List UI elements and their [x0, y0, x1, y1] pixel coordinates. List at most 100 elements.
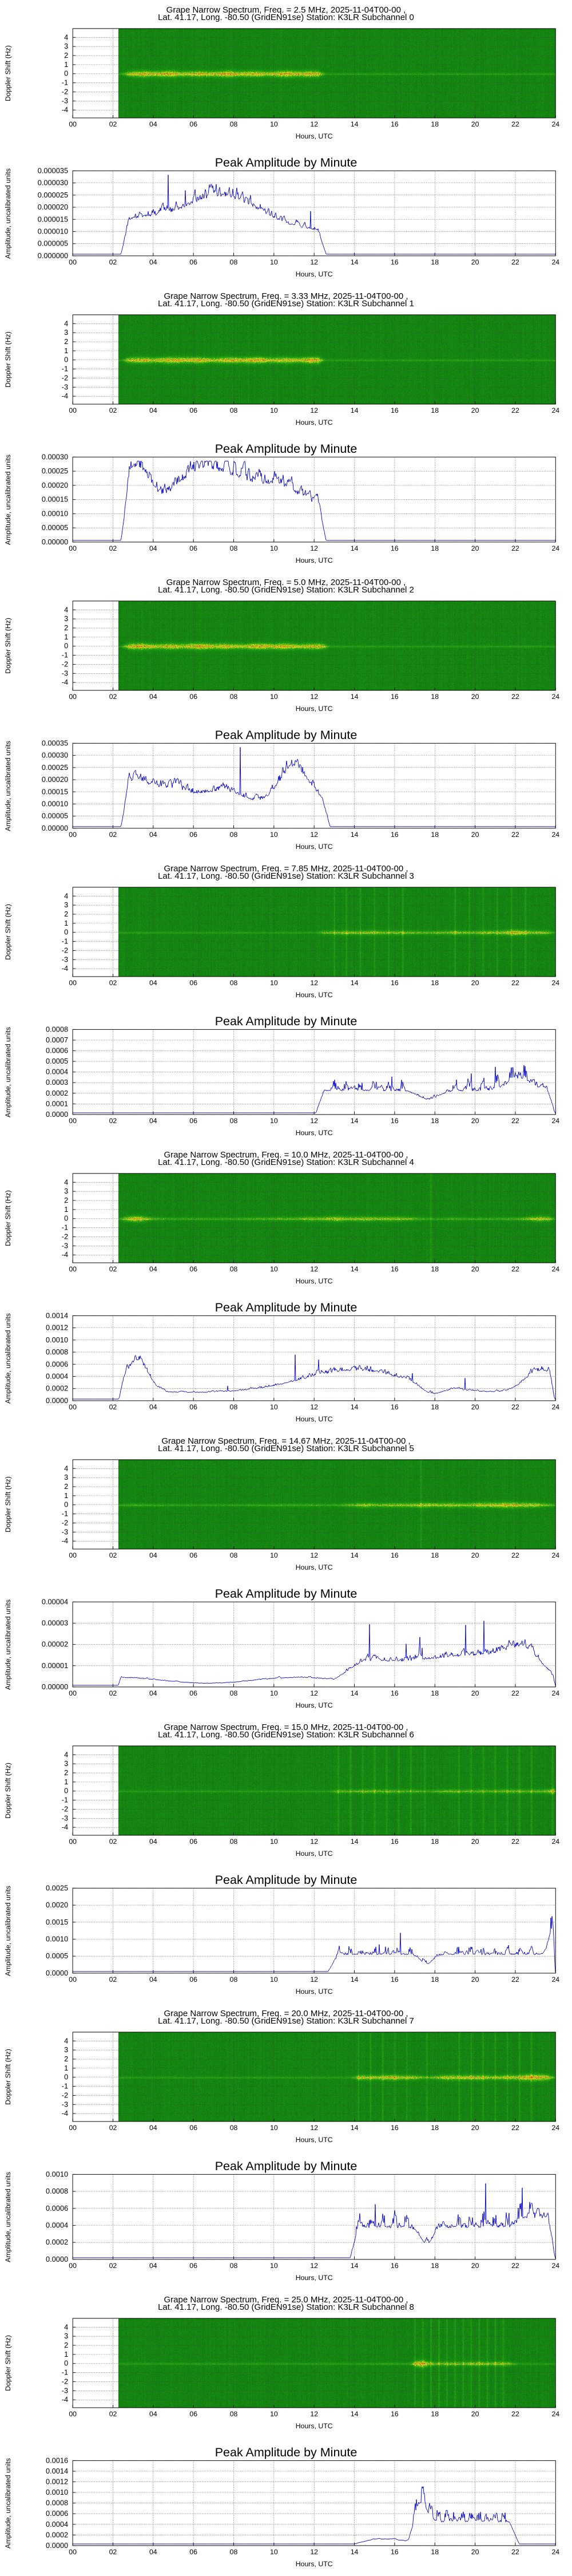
svg-text:16: 16 [391, 1403, 399, 1411]
svg-text:06: 06 [189, 1976, 197, 1984]
svg-text:10: 10 [270, 258, 278, 266]
svg-text:10: 10 [270, 831, 278, 839]
svg-text:0.0025: 0.0025 [46, 1883, 68, 1892]
svg-text:0.000010: 0.000010 [38, 227, 68, 235]
svg-text:10: 10 [270, 2548, 278, 2556]
svg-text:02: 02 [109, 258, 117, 266]
svg-text:0.0015: 0.0015 [46, 1918, 68, 1926]
svg-text:08: 08 [230, 2548, 238, 2556]
svg-text:08: 08 [230, 1976, 238, 1984]
svg-text:02: 02 [109, 1976, 117, 1984]
svg-text:18: 18 [431, 1689, 439, 1697]
svg-text:0.0008: 0.0008 [46, 2187, 68, 2195]
svg-text:0.00001: 0.00001 [42, 1661, 68, 1670]
svg-text:04: 04 [149, 831, 157, 839]
svg-text:0.00005: 0.00005 [42, 812, 68, 820]
svg-text:0.0004: 0.0004 [46, 1372, 68, 1380]
svg-text:22: 22 [511, 1117, 519, 1125]
svg-text:00: 00 [69, 1403, 77, 1411]
svg-text:08: 08 [230, 2262, 238, 2270]
svg-text:22: 22 [511, 1689, 519, 1697]
svg-text:06: 06 [189, 1689, 197, 1697]
svg-text:24: 24 [551, 1403, 559, 1411]
svg-text:08: 08 [230, 831, 238, 839]
svg-text:0.00035: 0.00035 [42, 738, 68, 747]
svg-text:20: 20 [471, 831, 479, 839]
svg-text:08: 08 [230, 1689, 238, 1697]
svg-text:20: 20 [471, 258, 479, 266]
svg-text:18: 18 [431, 2262, 439, 2270]
svg-text:22: 22 [511, 2262, 519, 2270]
svg-text:12: 12 [310, 1117, 318, 1125]
svg-text:12: 12 [310, 1689, 318, 1697]
svg-text:22: 22 [511, 831, 519, 839]
svg-text:20: 20 [471, 1689, 479, 1697]
svg-text:0.0004: 0.0004 [46, 2221, 68, 2230]
svg-text:0.0006: 0.0006 [46, 1360, 68, 1368]
svg-text:12: 12 [310, 258, 318, 266]
svg-text:0.0001: 0.0001 [46, 1099, 68, 1108]
svg-text:0.00030: 0.00030 [42, 751, 68, 760]
svg-text:06: 06 [189, 544, 197, 552]
svg-text:24: 24 [551, 1976, 559, 1984]
svg-text:16: 16 [391, 1976, 399, 1984]
svg-text:0.0005: 0.0005 [46, 1057, 68, 1065]
svg-text:20: 20 [471, 1976, 479, 1984]
svg-text:14: 14 [351, 2548, 359, 2556]
svg-text:16: 16 [391, 258, 399, 266]
svg-text:04: 04 [149, 2548, 157, 2556]
svg-text:0.00025: 0.00025 [42, 763, 68, 772]
svg-text:0.00015: 0.00015 [42, 495, 68, 504]
svg-text:0.0006: 0.0006 [46, 2204, 68, 2212]
svg-text:0.0014: 0.0014 [46, 2467, 68, 2475]
svg-text:10: 10 [270, 1976, 278, 1984]
svg-text:0.00025: 0.00025 [42, 467, 68, 475]
svg-text:12: 12 [310, 831, 318, 839]
svg-text:0.0005: 0.0005 [46, 1951, 68, 1960]
svg-text:06: 06 [189, 2262, 197, 2270]
svg-text:0.0010: 0.0010 [46, 2170, 68, 2178]
svg-text:0.0010: 0.0010 [46, 1935, 68, 1943]
svg-text:04: 04 [149, 544, 157, 552]
svg-text:0.0008: 0.0008 [46, 1025, 68, 1033]
svg-text:18: 18 [431, 1403, 439, 1411]
svg-text:08: 08 [230, 1117, 238, 1125]
svg-text:22: 22 [511, 1976, 519, 1984]
svg-text:0.0002: 0.0002 [46, 2530, 68, 2539]
svg-text:02: 02 [109, 1403, 117, 1411]
svg-text:0.0002: 0.0002 [46, 2238, 68, 2246]
svg-text:22: 22 [511, 258, 519, 266]
svg-text:18: 18 [431, 1117, 439, 1125]
svg-text:24: 24 [551, 2548, 559, 2556]
svg-text:0.0000: 0.0000 [46, 2255, 68, 2263]
svg-text:08: 08 [230, 258, 238, 266]
svg-text:18: 18 [431, 258, 439, 266]
svg-text:00: 00 [69, 2548, 77, 2556]
svg-text:0.00000: 0.00000 [42, 538, 68, 546]
svg-text:18: 18 [431, 2548, 439, 2556]
svg-text:0.0000: 0.0000 [46, 1110, 68, 1119]
svg-text:02: 02 [109, 544, 117, 552]
svg-text:02: 02 [109, 1117, 117, 1125]
svg-text:0.00000: 0.00000 [42, 1682, 68, 1691]
svg-text:0.00015: 0.00015 [42, 787, 68, 796]
svg-text:0.00002: 0.00002 [42, 1640, 68, 1649]
svg-text:16: 16 [391, 2548, 399, 2556]
svg-text:0.0000: 0.0000 [46, 1396, 68, 1405]
svg-text:22: 22 [511, 544, 519, 552]
svg-text:14: 14 [351, 1403, 359, 1411]
svg-text:0.0016: 0.0016 [46, 2456, 68, 2464]
svg-text:02: 02 [109, 831, 117, 839]
svg-text:00: 00 [69, 831, 77, 839]
svg-text:0.0010: 0.0010 [46, 2488, 68, 2496]
svg-text:24: 24 [551, 258, 559, 266]
svg-text:14: 14 [351, 1689, 359, 1697]
svg-text:04: 04 [149, 1403, 157, 1411]
svg-text:06: 06 [189, 1117, 197, 1125]
svg-text:24: 24 [551, 2262, 559, 2270]
svg-text:02: 02 [109, 1689, 117, 1697]
svg-text:00: 00 [69, 544, 77, 552]
svg-text:10: 10 [270, 544, 278, 552]
svg-text:0.0006: 0.0006 [46, 2509, 68, 2518]
svg-text:12: 12 [310, 2548, 318, 2556]
